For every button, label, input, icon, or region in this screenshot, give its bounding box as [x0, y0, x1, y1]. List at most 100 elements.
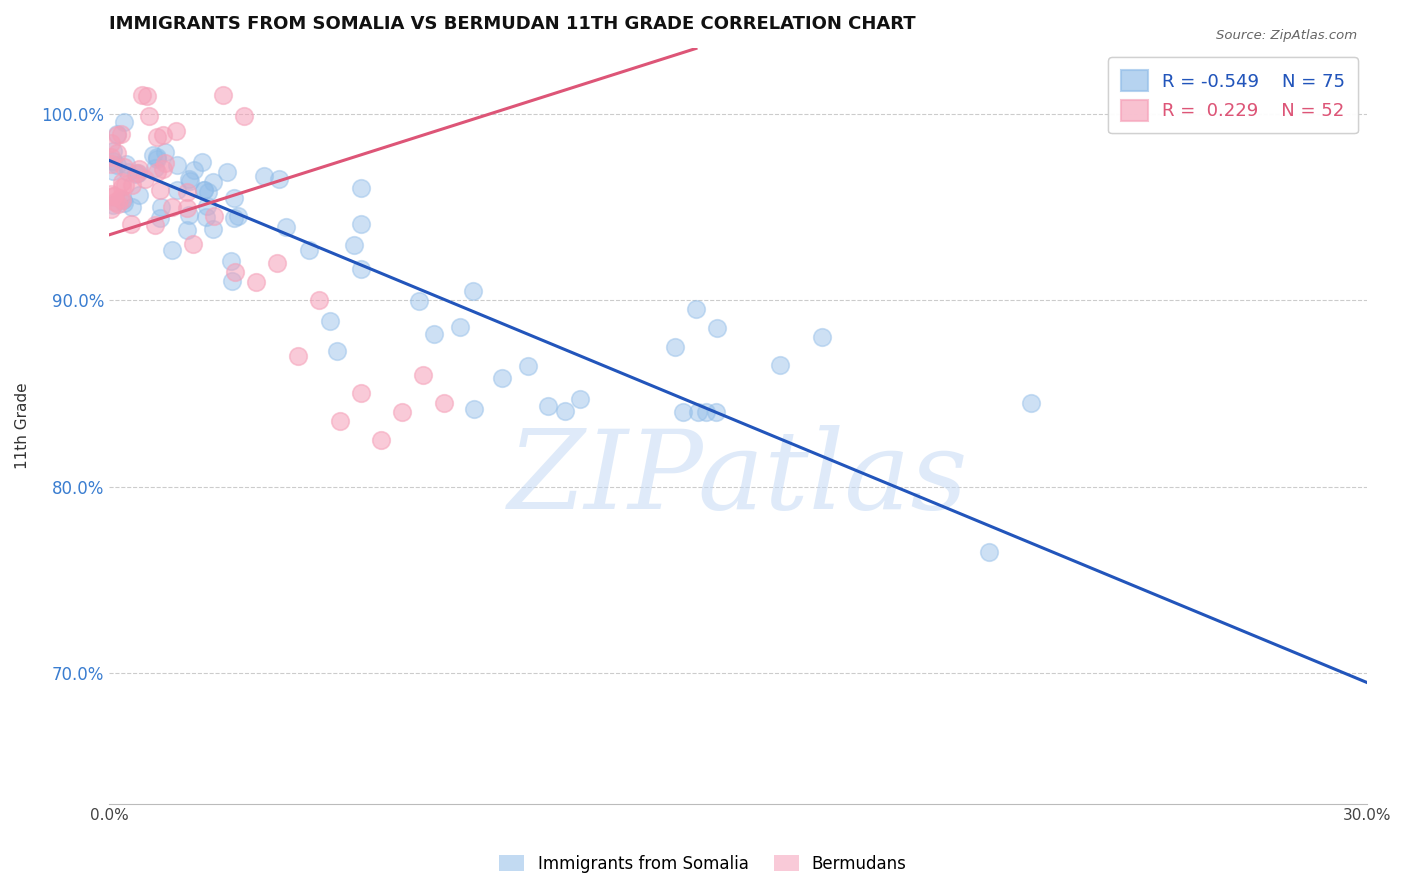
Point: [112, 193, 135, 207]
Point: [685, 302, 707, 317]
Point: [105, 128, 128, 142]
Point: [202, 222, 225, 236]
Point: [149, 183, 172, 197]
Point: [423, 327, 446, 342]
Point: [105, 146, 128, 161]
Point: [319, 314, 342, 328]
Point: [224, 265, 246, 279]
Point: [177, 208, 200, 222]
Point: [253, 169, 276, 183]
Point: [232, 109, 254, 123]
Legend: Immigrants from Somalia, Bermudans: Immigrants from Somalia, Bermudans: [492, 848, 914, 880]
Point: [181, 237, 204, 252]
Point: [150, 200, 173, 214]
Point: [349, 261, 371, 276]
Point: [329, 414, 352, 428]
Point: [554, 403, 576, 417]
Point: [166, 158, 188, 172]
Point: [105, 158, 128, 172]
Point: [115, 157, 138, 171]
Point: [103, 189, 125, 203]
Point: [101, 145, 124, 159]
Point: [146, 165, 169, 179]
Point: [224, 211, 246, 225]
Point: [212, 88, 235, 103]
Point: [100, 150, 122, 164]
Point: [149, 211, 172, 226]
Point: [131, 88, 153, 103]
Point: [111, 180, 134, 194]
Point: [1021, 395, 1043, 409]
Point: [136, 89, 159, 103]
Point: [101, 154, 124, 169]
Point: [142, 148, 165, 162]
Point: [433, 395, 456, 409]
Point: [125, 166, 148, 180]
Point: [449, 320, 471, 334]
Point: [537, 399, 560, 413]
Point: [177, 172, 200, 186]
Point: [672, 405, 695, 419]
Point: [308, 293, 330, 308]
Point: [117, 165, 139, 179]
Point: [176, 201, 198, 215]
Point: [114, 178, 136, 193]
Point: [195, 198, 218, 212]
Point: [202, 209, 225, 223]
Point: [101, 164, 124, 178]
Point: [100, 136, 122, 150]
Point: [245, 275, 267, 289]
Point: [326, 344, 349, 359]
Point: [155, 155, 177, 169]
Point: [197, 185, 219, 199]
Point: [160, 200, 183, 214]
Point: [226, 209, 249, 223]
Point: [145, 150, 167, 164]
Point: [134, 171, 156, 186]
Point: [349, 217, 371, 231]
Point: [143, 218, 166, 232]
Point: [111, 176, 134, 190]
Point: [128, 187, 150, 202]
Point: [152, 128, 174, 143]
Point: [569, 392, 592, 407]
Point: [201, 175, 224, 189]
Point: [128, 161, 150, 176]
Point: [221, 274, 243, 288]
Point: [146, 129, 169, 144]
Point: [166, 183, 188, 197]
Point: [686, 405, 709, 419]
Point: [176, 185, 198, 199]
Point: [145, 161, 167, 175]
Point: [166, 124, 188, 138]
Point: [100, 157, 122, 171]
Point: [152, 161, 174, 176]
Point: [101, 189, 124, 203]
Point: [110, 127, 132, 141]
Point: [695, 405, 717, 419]
Point: [215, 165, 238, 179]
Point: [391, 405, 413, 419]
Point: [287, 349, 309, 363]
Point: [269, 172, 291, 186]
Point: [274, 220, 297, 235]
Point: [121, 178, 143, 192]
Point: [491, 371, 513, 385]
Point: [112, 161, 135, 175]
Text: Source: ZipAtlas.com: Source: ZipAtlas.com: [1216, 29, 1357, 42]
Point: [112, 195, 135, 210]
Point: [176, 223, 198, 237]
Point: [266, 256, 288, 270]
Y-axis label: 11th Grade: 11th Grade: [15, 383, 30, 469]
Point: [810, 330, 832, 344]
Point: [179, 174, 201, 188]
Point: [100, 202, 122, 216]
Point: [370, 433, 392, 447]
Point: [138, 110, 160, 124]
Point: [100, 187, 122, 202]
Point: [145, 152, 167, 166]
Point: [195, 210, 218, 224]
Point: [461, 284, 484, 298]
Text: IMMIGRANTS FROM SOMALIA VS BERMUDAN 11TH GRADE CORRELATION CHART: IMMIGRANTS FROM SOMALIA VS BERMUDAN 11TH…: [110, 15, 915, 33]
Legend: R = -0.549    N = 75, R =  0.229    N = 52: R = -0.549 N = 75, R = 0.229 N = 52: [1108, 57, 1358, 134]
